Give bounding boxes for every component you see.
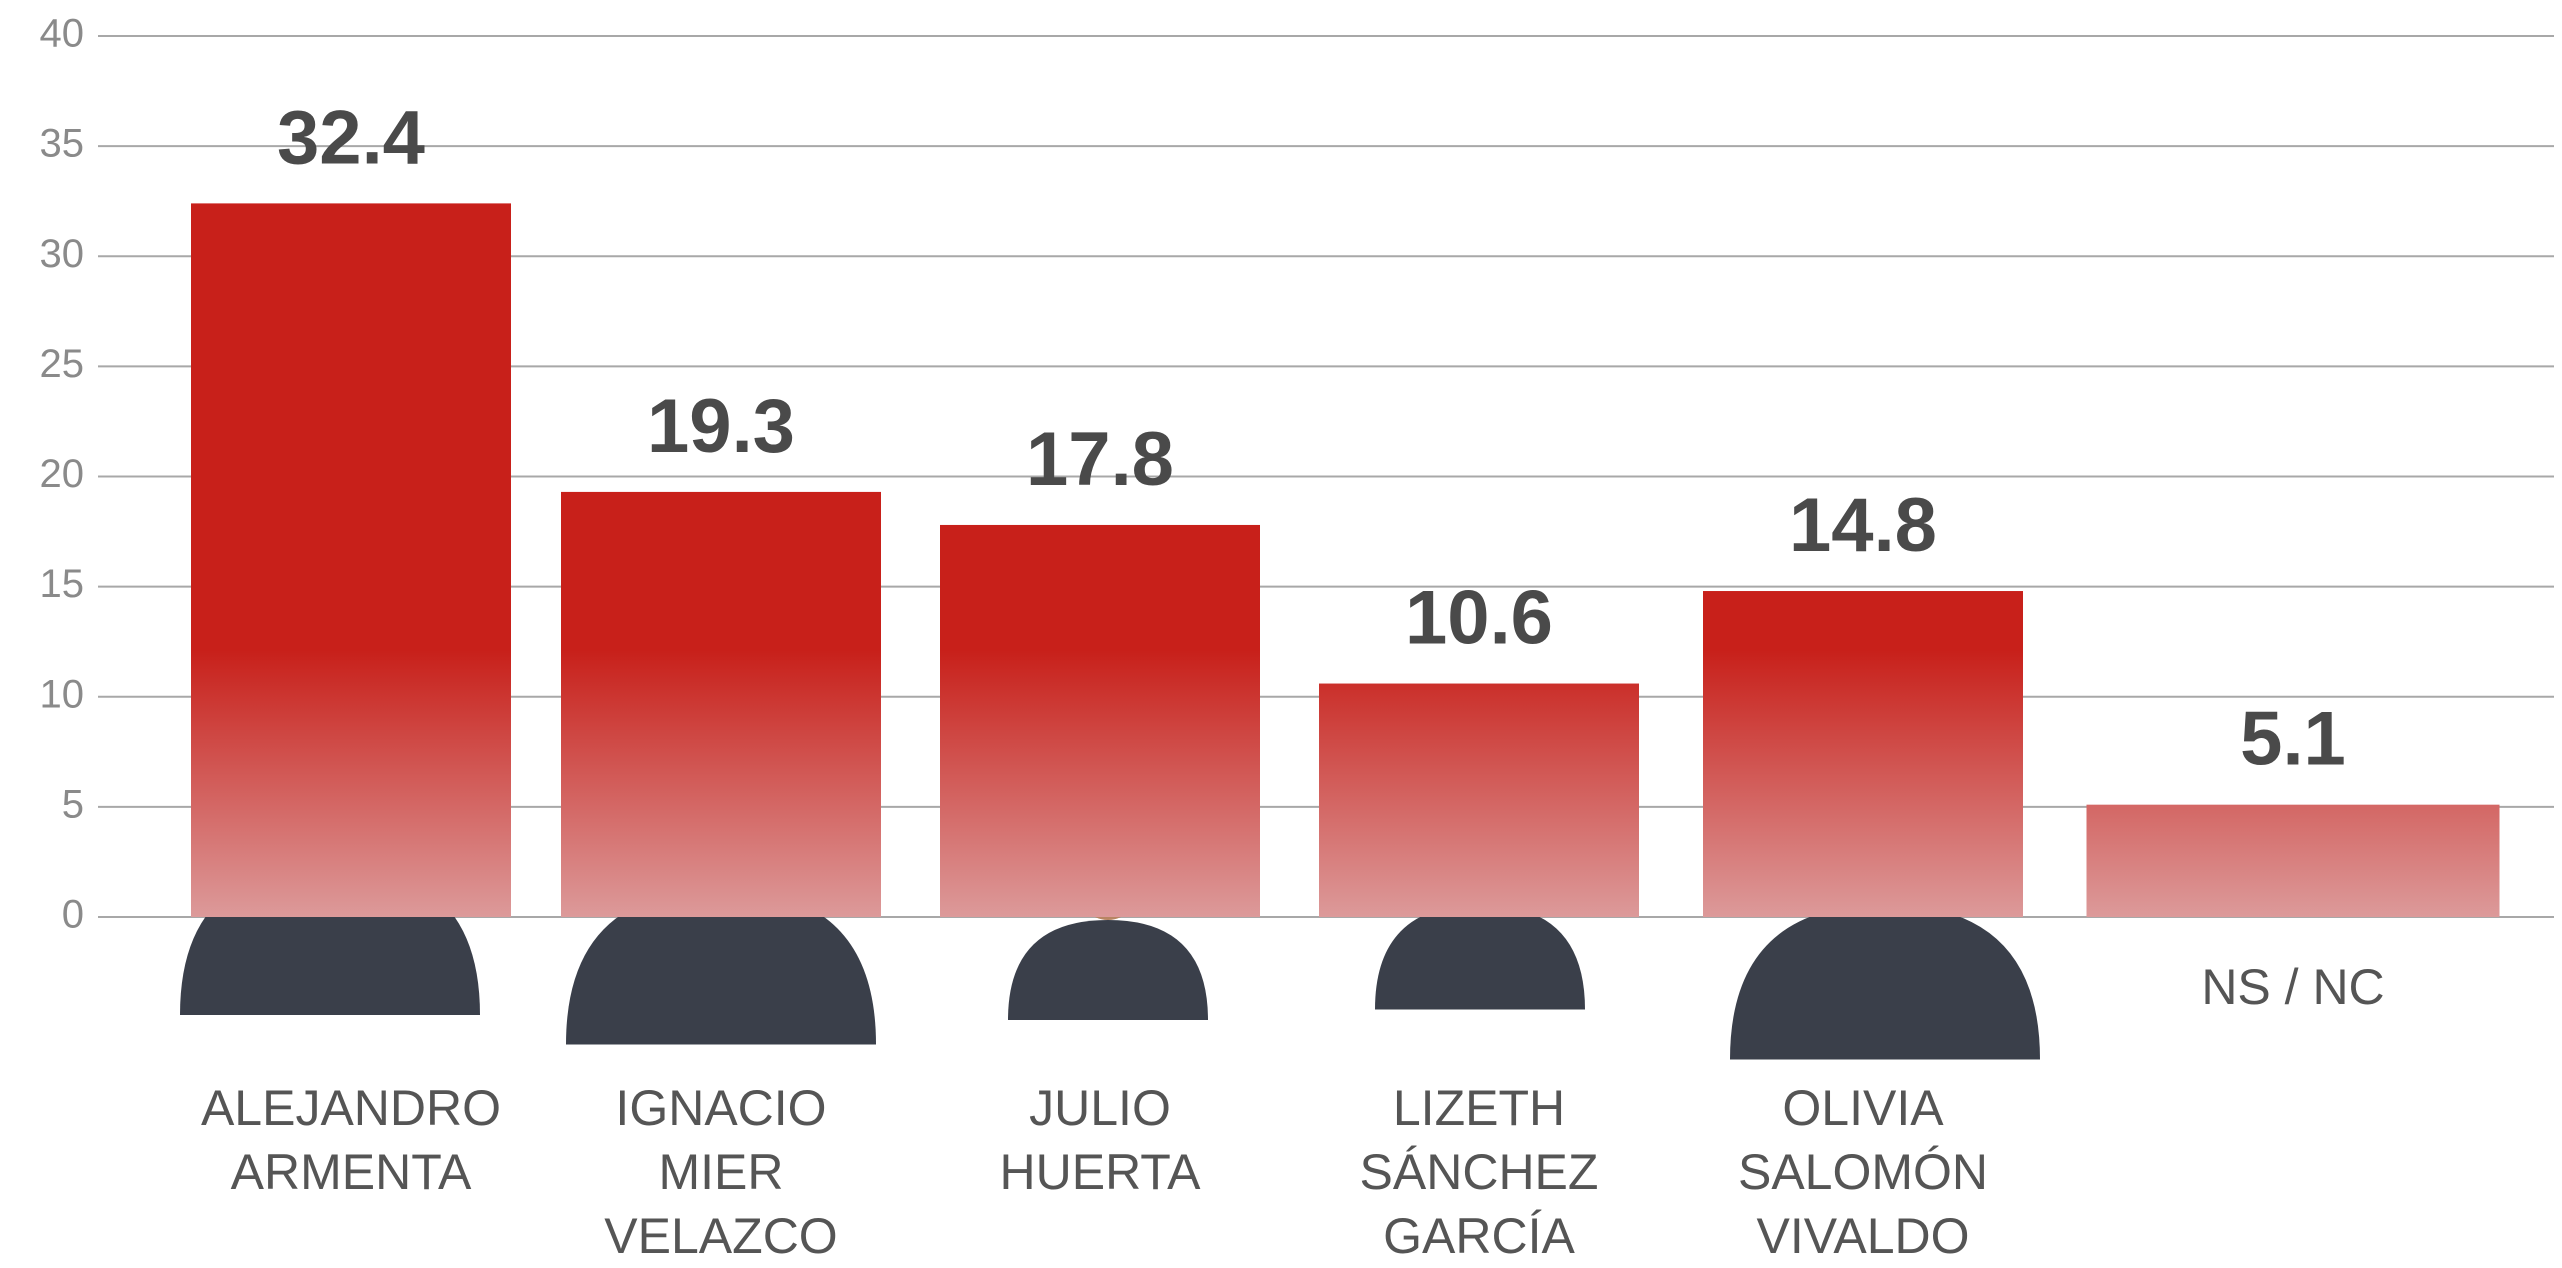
bar [1319,684,1639,917]
y-tick-label: 25 [40,342,85,386]
bar [1703,591,2023,917]
x-tick-label: JULIO HUERTA [890,1076,1310,1204]
y-tick-label: 0 [62,893,84,937]
page: {"chart_data": {"type": "bar", "categori… [0,0,2562,1257]
x-tick-label: ALEJANDRO ARMENTA [141,1076,561,1204]
bar [2087,805,2500,917]
y-tick-label: 20 [40,452,85,496]
y-tick-label: 15 [40,562,85,606]
value-label: 10.6 [1405,576,1553,661]
y-tick-label: 35 [40,122,85,166]
x-tick-label: LIZETH SÁNCHEZ GARCÍA [1269,1076,1689,1268]
bar [191,203,511,917]
y-tick-label: 40 [40,12,85,56]
x-tick-label: NS / NC [2083,955,2503,1019]
photo-body [1008,920,1208,1020]
photo-body [1730,905,2040,1060]
value-label: 5.1 [2240,697,2346,782]
value-label: 14.8 [1789,483,1937,568]
value-label: 17.8 [1026,417,1174,502]
photo-body [1375,905,1585,1010]
x-tick-label: OLIVIA SALOMÓN VIVALDO [1653,1076,2073,1268]
y-tick-label: 30 [40,232,85,276]
y-tick-label: 10 [40,672,85,716]
bar [940,525,1260,917]
bar [561,492,881,917]
chart: 0 5 10 15 20 25 30 35 40 32.4 19.3 17.8 10.6 14.8 5.1 [0,0,2562,1257]
value-label: 32.4 [277,95,425,180]
value-label: 19.3 [647,384,795,469]
y-tick-label: 5 [62,782,84,826]
x-tick-label: IGNACIO MIER VELAZCO [511,1076,931,1268]
